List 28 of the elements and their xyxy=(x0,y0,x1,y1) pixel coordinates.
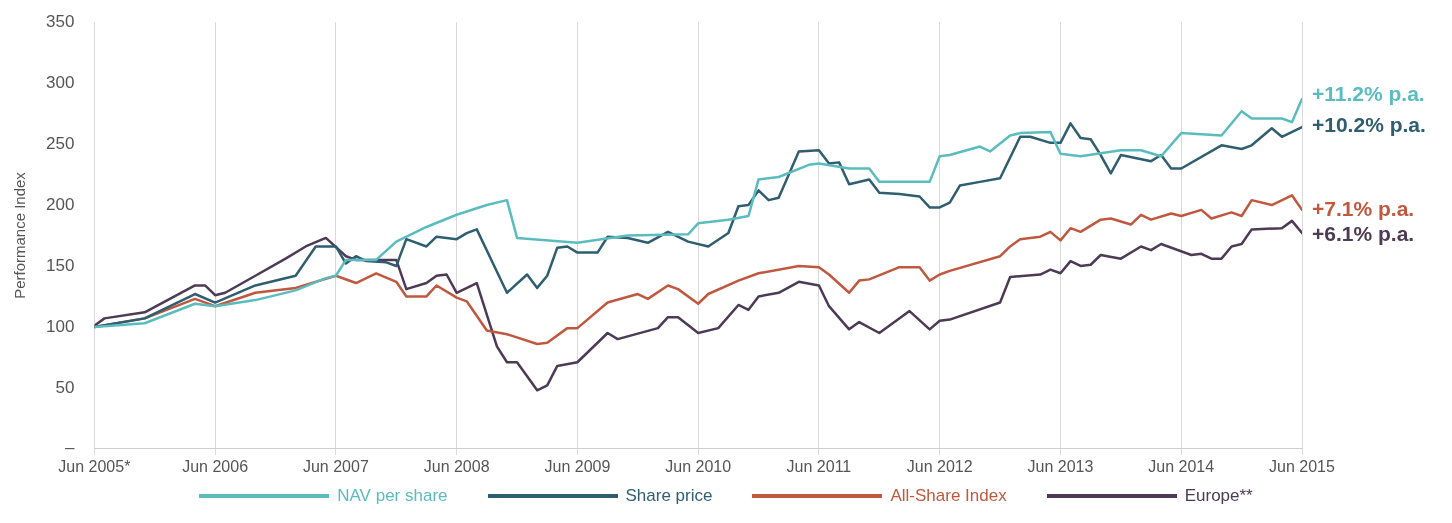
x-tick-label: Jun 2009 xyxy=(544,457,611,475)
x-tick-label: Jun 2011 xyxy=(786,457,852,475)
x-tick-label: Jun 2014 xyxy=(1148,457,1215,475)
text: Europe** xyxy=(1184,486,1253,506)
x-tick-label: Jun 2012 xyxy=(906,457,973,475)
y-tick-label: 150 xyxy=(45,255,75,275)
x-tick-label: Jun 2008 xyxy=(423,457,490,475)
text: NAV per share xyxy=(337,486,448,506)
text: All-Share Index xyxy=(890,486,1007,506)
annotation: +10.2% p.a. xyxy=(1312,112,1426,136)
x-tick-label: Jun 2013 xyxy=(1027,457,1094,475)
y-tick-label: 250 xyxy=(45,133,75,153)
text: Share price xyxy=(625,486,713,506)
annotation: +6.1% p.a. xyxy=(1312,222,1415,246)
x-tick-label: Jun 2015 xyxy=(1269,457,1336,475)
y-tick-label: 200 xyxy=(45,194,75,214)
y-tick-label: 300 xyxy=(45,72,75,92)
annotation: +11.2% p.a. xyxy=(1312,82,1425,106)
x-tick-label: Jun 2005* xyxy=(58,457,131,475)
y-axis-title: Performance Index xyxy=(11,171,29,299)
x-tick-label: Jun 2006 xyxy=(182,457,249,475)
y-tick-label: – xyxy=(64,438,75,458)
y-tick-label: 100 xyxy=(45,316,75,336)
y-tick-label: 50 xyxy=(55,377,75,397)
x-tick-label: Jun 2007 xyxy=(302,457,369,475)
y-tick-label: 350 xyxy=(45,11,75,31)
annotation: +7.1% p.a. xyxy=(1312,196,1415,220)
x-tick-label: Jun 2010 xyxy=(665,457,732,475)
